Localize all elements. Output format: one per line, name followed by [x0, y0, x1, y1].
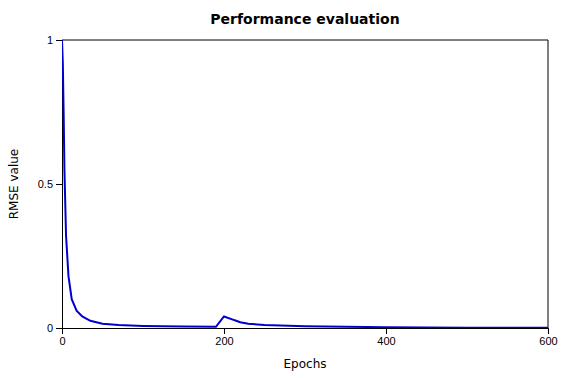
tick-label: 0: [47, 322, 53, 334]
x-axis-title: Epochs: [284, 357, 327, 371]
plot: 020040060000.51: [38, 34, 558, 347]
tick: 400: [377, 328, 395, 347]
y-axis: 00.51: [38, 34, 63, 334]
tick-mark: [56, 40, 62, 41]
axis-line: [63, 329, 549, 335]
tick: 200: [215, 328, 233, 347]
marks: [62, 40, 548, 328]
tick-mark: [56, 184, 62, 185]
chart: 020040060000.51Performance evaluationEpo…: [0, 0, 576, 378]
tick: 1: [47, 34, 62, 46]
tick-label: 200: [215, 335, 233, 347]
frame: [62, 40, 548, 41]
tick-mark: [56, 328, 62, 329]
tick-mark: [548, 328, 549, 334]
line: [62, 40, 548, 328]
frame: [548, 40, 549, 328]
tick: 600: [539, 328, 557, 347]
tick-label: 600: [539, 335, 557, 347]
tick-label: 1: [47, 34, 53, 46]
tick-label: 0.5: [38, 178, 53, 190]
axis-line: [56, 41, 63, 329]
tick-label: 0: [59, 335, 65, 347]
x-axis: 0 200 400 600: [59, 328, 557, 347]
tick-mark: [386, 328, 387, 334]
tick: 0: [59, 328, 65, 347]
tick: 0: [47, 322, 62, 334]
tick-label: 400: [377, 335, 395, 347]
y-axis-title: RMSE value: [7, 149, 21, 219]
title: Performance evaluation: [210, 11, 399, 27]
tick-mark: [224, 328, 225, 334]
tick: 0.5: [38, 178, 62, 190]
